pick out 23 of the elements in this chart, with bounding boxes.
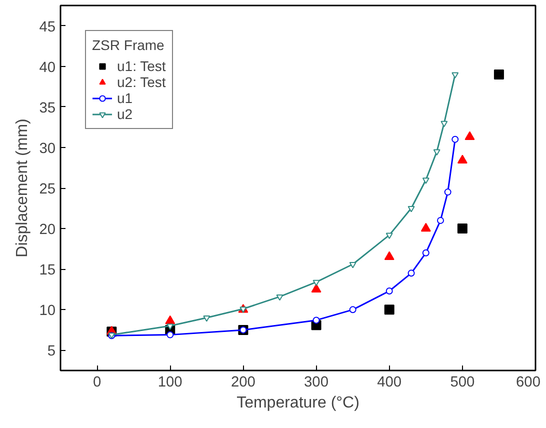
- legend-label: u1: [117, 90, 134, 106]
- y-axis-title: Displacement (mm): [14, 118, 32, 258]
- x-tick-label: 400: [377, 374, 402, 390]
- y-tick-label: 40: [39, 60, 56, 76]
- y-tick-label: 35: [39, 100, 56, 116]
- legend-title: ZSR Frame: [92, 37, 166, 53]
- x-axis-title: Temperature (°C): [236, 394, 360, 412]
- y-tick-label: 45: [39, 19, 56, 36]
- x-tick-label: 200: [230, 374, 256, 390]
- x-tick-label: 600: [516, 374, 541, 390]
- legend-label: u2: [117, 106, 134, 122]
- x-tick-label: 0: [92, 374, 102, 390]
- x-tick-label: 100: [158, 374, 182, 390]
- y-tick-label: 5: [47, 344, 56, 360]
- x-tick-label: 500: [450, 374, 475, 390]
- y-tick-label: 10: [39, 303, 56, 320]
- legend-label: u1: Test: [117, 58, 166, 74]
- y-tick-label: 20: [39, 222, 56, 238]
- y-tick-label: 30: [39, 140, 56, 157]
- legend-label: u2: Test: [117, 74, 166, 90]
- y-tick-label: 15: [39, 262, 56, 279]
- y-tick-label: 25: [39, 182, 56, 198]
- x-tick-label: 300: [304, 374, 329, 390]
